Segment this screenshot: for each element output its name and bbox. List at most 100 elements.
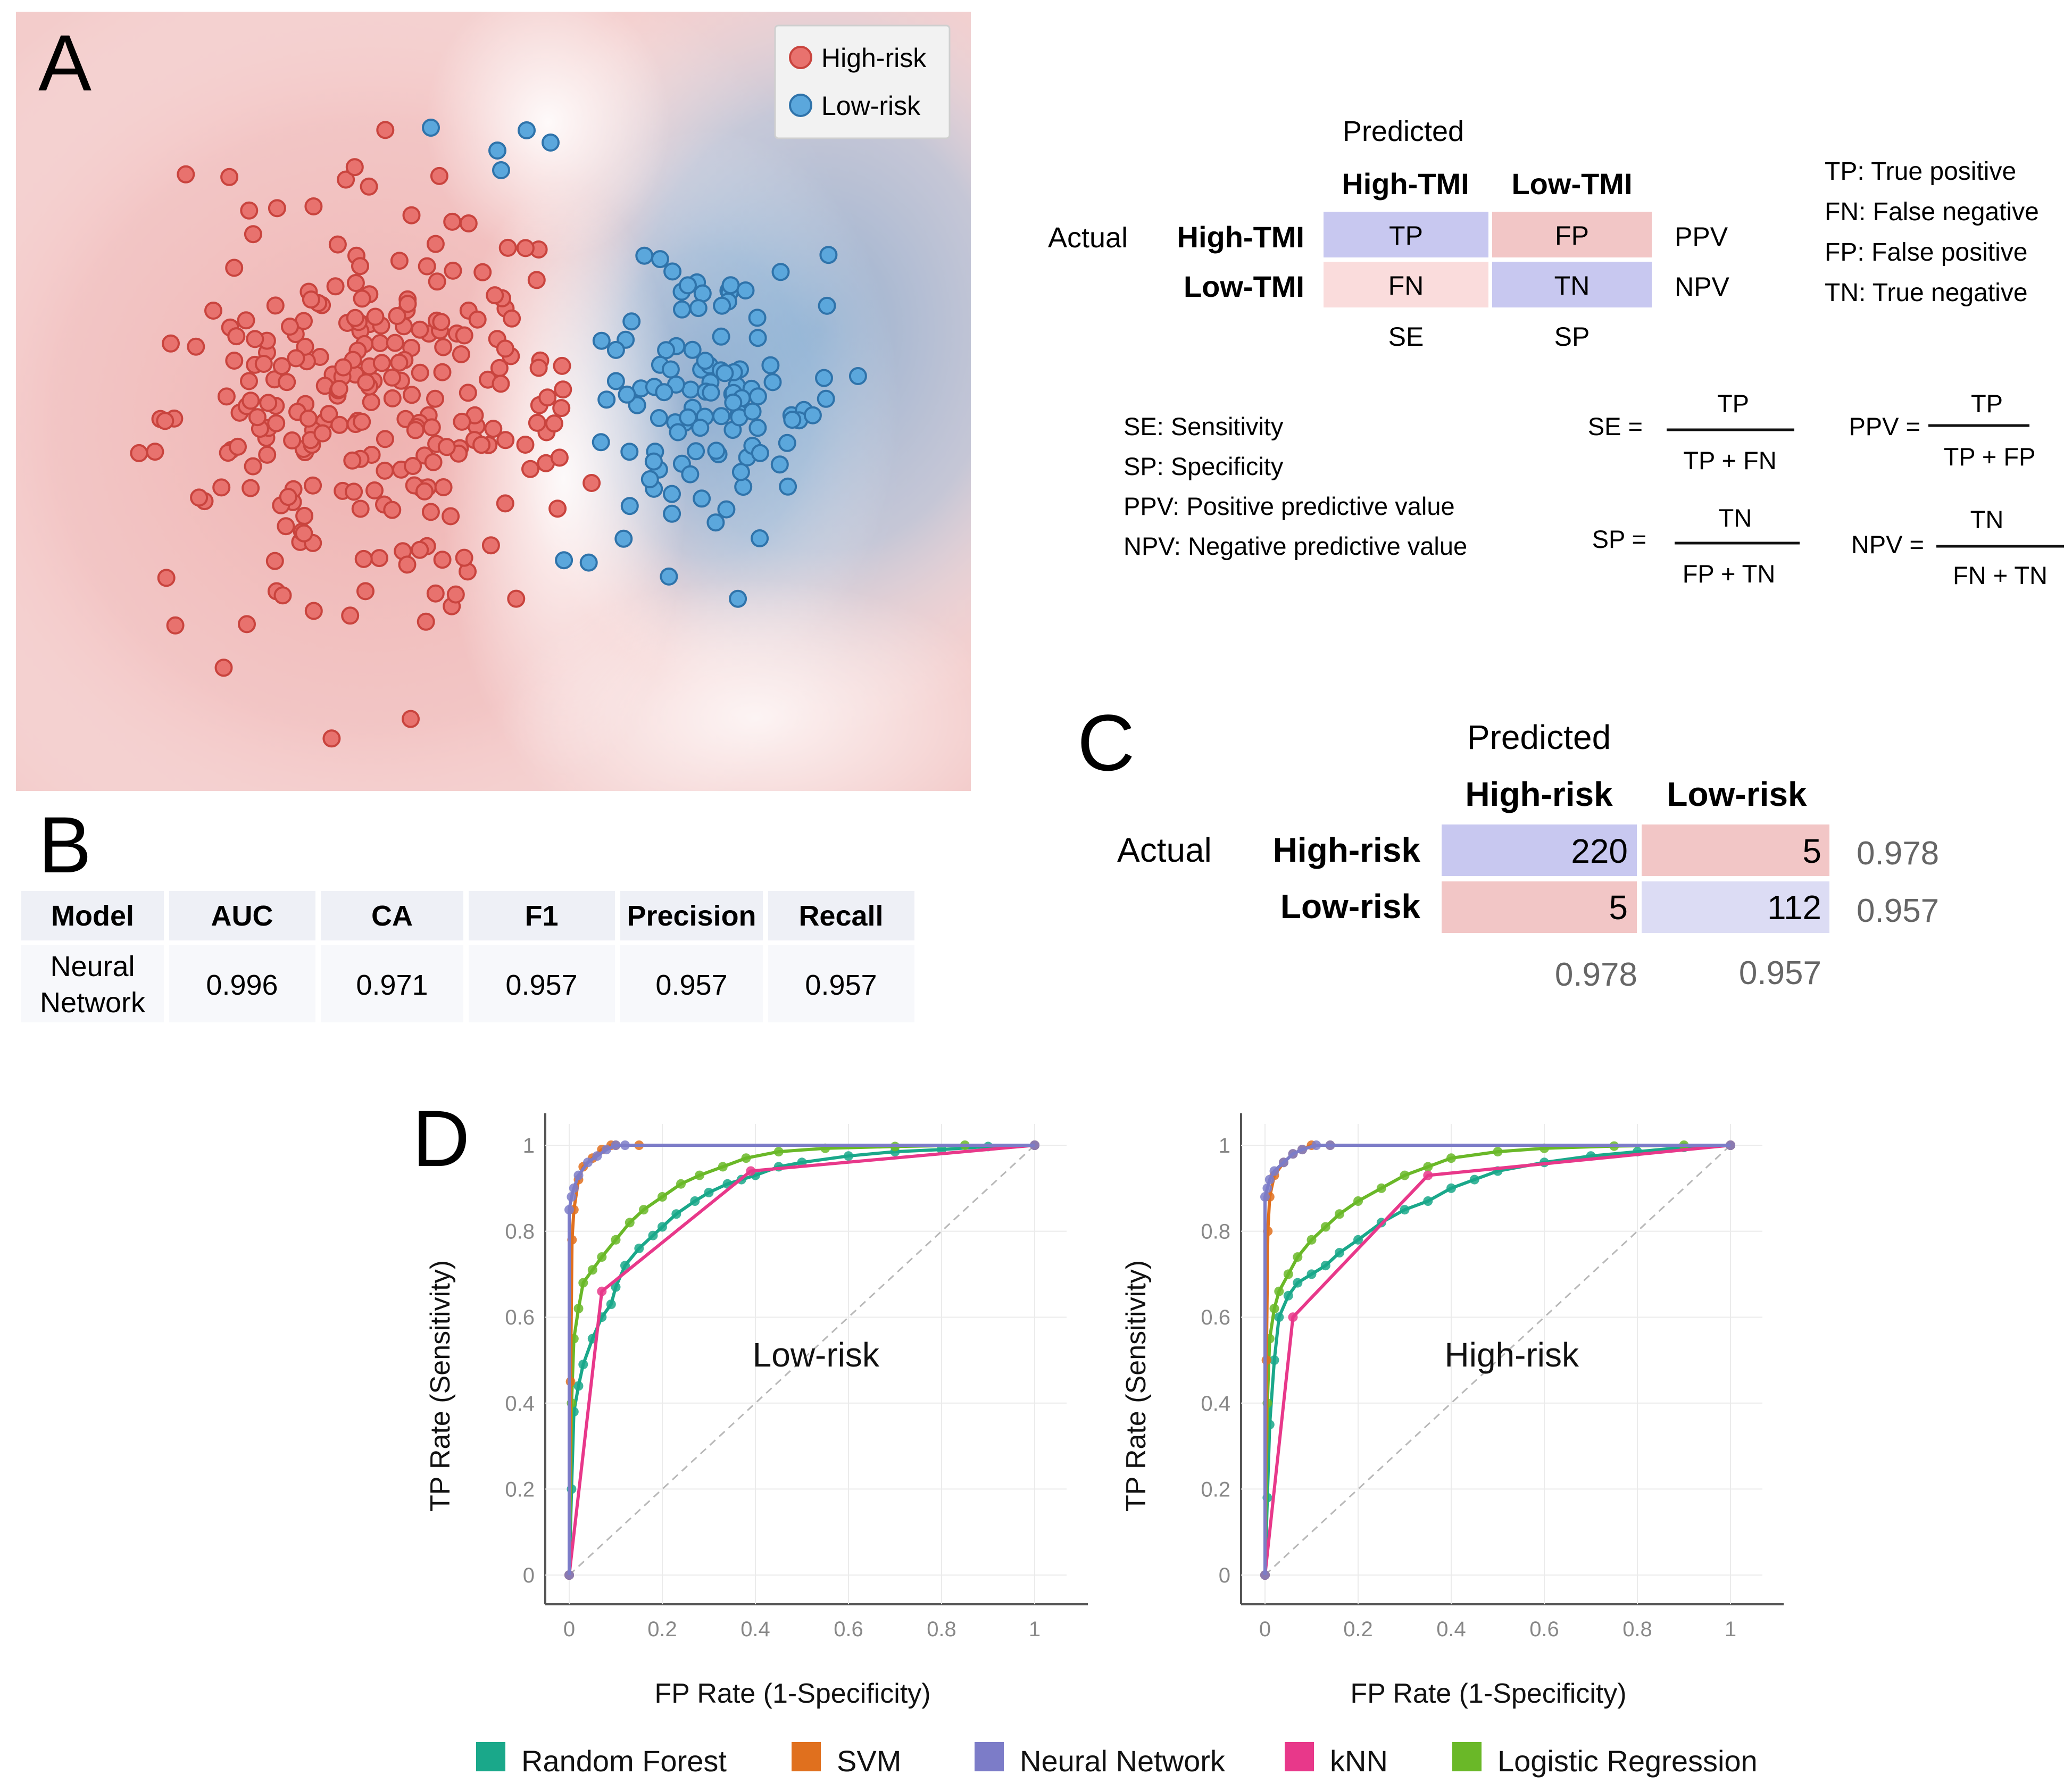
roc-point-logistic-regression	[1446, 1153, 1456, 1163]
scatter-point-high-risk	[486, 286, 504, 305]
roc-point-neural-network	[573, 1170, 584, 1180]
template-row-high-tmi: High-TMI	[1177, 220, 1304, 254]
formula-npv-lhs: NPV =	[1851, 530, 1924, 559]
scatter-point-low-risk	[715, 364, 734, 382]
scatter-point-high-risk	[496, 431, 515, 449]
scatter-point-high-risk	[428, 272, 446, 291]
y-tick-label: 0.6	[1201, 1306, 1230, 1329]
roc-point-knn	[1423, 1170, 1433, 1180]
scatter-point-high-risk	[468, 310, 487, 329]
template-predicted-label: Predicted	[1343, 115, 1464, 147]
roc-point-logistic-regression	[578, 1278, 588, 1288]
scatter-point-high-risk	[353, 289, 371, 308]
roc-plot-low-risk: 0 0.2 0.4 0.6 0.8 1 0 0.2 0.4 0.6 0.8 1 Low-risk FP R…	[425, 1113, 1088, 1709]
scatter-point-high-risk	[187, 337, 205, 356]
scatter-point-high-risk	[390, 353, 409, 372]
scatter-point-high-risk	[402, 206, 421, 224]
scatter-point-low-risk	[644, 452, 663, 471]
scatter-point-low-risk	[640, 470, 659, 488]
scatter-point-low-risk	[660, 567, 678, 586]
roc-point-logistic-regression	[625, 1218, 635, 1228]
scatter-point-high-risk	[398, 295, 417, 313]
roc-point-logistic-regression	[1400, 1170, 1410, 1180]
scatter-point-high-risk	[444, 261, 462, 280]
roc-point-neural-network	[1311, 1140, 1321, 1150]
legend-label-neural-network: Neural Network	[1020, 1744, 1226, 1778]
roc-point-random-forest	[1283, 1290, 1293, 1301]
roc-point-neural-network	[1279, 1157, 1288, 1168]
formula-sp-num: TN	[1719, 504, 1752, 532]
metrics-model-line1: Neural	[50, 951, 135, 982]
roc-point-random-forest	[634, 1243, 644, 1253]
formula-se-lhs: SE =	[1588, 412, 1643, 440]
scatter-point-low-risk	[579, 553, 598, 572]
x-tick-label: 0.6	[834, 1618, 863, 1641]
x-tick-label: 0.8	[927, 1618, 956, 1641]
roc-point-random-forest	[648, 1230, 658, 1240]
y-tick-label: 1	[523, 1134, 535, 1157]
roc-point-logistic-regression	[1274, 1286, 1284, 1296]
legend-swatch-random-forest	[476, 1742, 505, 1771]
scatter-point-low-risk	[592, 433, 610, 452]
scatter-point-low-risk	[748, 419, 767, 437]
scatter-point-low-risk	[696, 352, 714, 370]
scatter-point-low-risk	[815, 369, 833, 387]
scatter-point-low-risk	[743, 402, 762, 421]
metrics-header-ca: CA	[371, 900, 413, 932]
chance-diagonal	[568, 1144, 1036, 1576]
scatter-point-high-risk	[383, 501, 402, 519]
formula-se-den: TP + FN	[1683, 446, 1776, 474]
y-tick-label: 0	[523, 1564, 535, 1587]
scatter-point-high-risk	[240, 201, 259, 220]
scatter-point-high-risk	[383, 368, 402, 387]
scatter-point-low-risk	[655, 383, 673, 402]
scatter-point-high-risk	[273, 586, 292, 605]
scatter-point-high-risk	[496, 339, 514, 358]
scatter-point-high-risk	[343, 451, 362, 470]
scatter-point-high-risk	[337, 170, 355, 189]
template-col-metric-se: SE	[1388, 322, 1424, 352]
scatter-point-high-risk	[433, 363, 452, 381]
scatter-point-high-risk	[259, 394, 278, 412]
scatter-point-high-risk	[341, 606, 360, 625]
roc-point-random-forest	[1469, 1174, 1479, 1185]
scatter-point-high-risk	[326, 277, 345, 296]
roc-point-random-forest	[1400, 1205, 1410, 1215]
metrics-header-auc: AUC	[211, 900, 273, 932]
scatter-point-high-risk	[554, 380, 572, 399]
scatter-point-low-risk	[422, 119, 440, 137]
scatter-point-low-risk	[748, 309, 767, 327]
confusion-col-high-risk: High-risk	[1465, 775, 1613, 813]
scatter-point-high-risk	[254, 355, 273, 373]
roc-point-random-forest	[1353, 1235, 1363, 1245]
roc-legend: Random Forest SVM Neural Network kNN Logisti…	[476, 1742, 1758, 1778]
template-col-metric-sp: SP	[1554, 322, 1590, 352]
roc-point-neural-network	[569, 1183, 579, 1193]
roc-point-knn	[1288, 1312, 1298, 1322]
scatter-point-low-risk	[683, 340, 702, 359]
roc-point-random-forest	[611, 1282, 621, 1292]
metrics-header-cell	[768, 891, 914, 940]
scatter-point-high-risk	[334, 358, 353, 377]
formula-ppv: PPV = TP TP + FP	[1849, 389, 2035, 471]
scatter-point-high-risk	[481, 536, 500, 555]
roc-point-neural-network	[583, 1157, 593, 1168]
roc-point-random-forest	[606, 1299, 616, 1309]
roc-point-logistic-regression	[1293, 1252, 1303, 1262]
roc-curve-knn	[568, 1144, 1035, 1576]
scatter-point-low-risk	[691, 419, 710, 437]
scatter-point-high-risk	[426, 584, 445, 603]
panel-b: B Model AUC CA F1 Precision Recall Neura…	[21, 800, 914, 1022]
roc-point-neural-network	[1262, 1183, 1272, 1193]
panel-label-d: D	[412, 1094, 470, 1183]
y-tick-label: 1	[1219, 1134, 1230, 1157]
roc-point-random-forest	[671, 1209, 681, 1219]
roc-point-random-forest	[573, 1381, 584, 1391]
scatter-point-low-risk	[848, 367, 867, 385]
y-tick-label: 0	[1219, 1564, 1230, 1587]
confusion-cell-bg	[1442, 824, 1637, 876]
template-cell-tn-bg	[1492, 262, 1652, 307]
scatter-point-high-risk	[242, 391, 260, 410]
scatter-point-high-risk	[433, 551, 452, 569]
formula-ppv-lhs: PPV =	[1849, 412, 1920, 440]
